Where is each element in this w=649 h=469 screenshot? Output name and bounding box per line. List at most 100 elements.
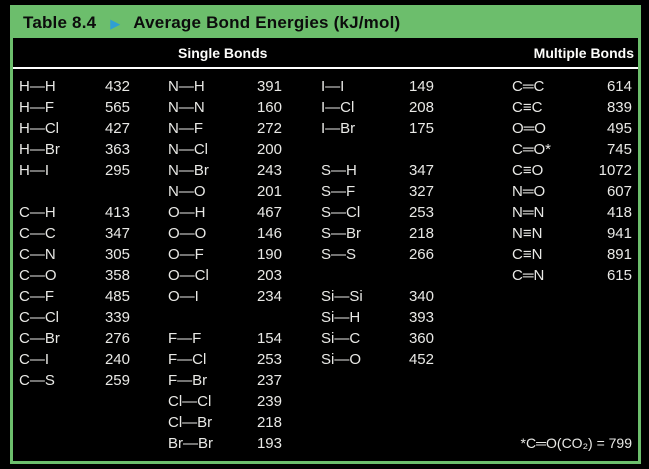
value-cell: 745 <box>606 141 632 158</box>
value-cell: 1072 <box>598 162 632 179</box>
value-cell: 495 <box>606 120 632 137</box>
value-cell <box>574 307 632 328</box>
bond-cell: I—Cl <box>321 99 355 116</box>
bond-cell <box>434 412 574 433</box>
value-cell: 243 <box>256 162 282 179</box>
bond-cell: N═O <box>512 183 546 200</box>
bond-cell <box>434 370 574 391</box>
table-content: Single Bonds Multiple Bonds H—H 432 N—H 391… <box>13 38 638 461</box>
multiple-bonds-label: Multiple Bonds <box>533 45 634 61</box>
bond-cell <box>282 412 396 433</box>
bond-cell <box>13 391 94 412</box>
bond-cell: O—F <box>168 246 204 263</box>
table-frame: Table 8.4 ▶ Average Bond Energies (kJ/mo… <box>10 5 641 464</box>
value-cell <box>574 391 632 412</box>
value-cell: 218 <box>256 414 282 431</box>
bond-cell: Cl—Cl <box>168 393 212 410</box>
value-cell: 391 <box>256 78 282 95</box>
value-cell: 393 <box>408 309 434 326</box>
value-cell <box>574 349 632 370</box>
value-cell: 208 <box>408 99 434 116</box>
bond-cell: S—Br <box>321 225 362 242</box>
arrow-right-icon: ▶ <box>110 15 121 31</box>
value-cell <box>244 307 282 328</box>
bond-cell <box>130 307 244 328</box>
value-cell: 615 <box>606 267 632 284</box>
value-cell: 240 <box>104 351 130 368</box>
section-header-row: Single Bonds Multiple Bonds <box>13 38 638 67</box>
table-number-label: Table 8.4 <box>23 13 97 32</box>
value-cell: 193 <box>256 435 282 452</box>
value-cell <box>94 433 130 454</box>
bond-cell: O—H <box>168 204 206 221</box>
table-title-bar: Table 8.4 ▶ Average Bond Energies (kJ/mo… <box>13 8 638 38</box>
bond-cell: C═N <box>512 267 545 284</box>
bond-energy-table: H—H 432 N—H 391 I—I 149 C═C 614 H—F 565 N—N 160 I—Cl… <box>13 76 638 454</box>
bond-cell <box>434 349 574 370</box>
bond-cell: Br—Br <box>168 435 213 452</box>
value-cell: 839 <box>606 99 632 116</box>
value-cell: 272 <box>256 120 282 137</box>
bond-cell: N—F <box>168 120 203 137</box>
value-cell: 146 <box>256 225 282 242</box>
value-cell <box>396 412 434 433</box>
bond-cell <box>434 286 574 307</box>
value-cell: 607 <box>606 183 632 200</box>
value-cell: 413 <box>104 204 130 221</box>
bond-cell: C═C <box>512 78 545 95</box>
bond-cell: C—F <box>19 288 54 305</box>
value-cell: 305 <box>104 246 130 263</box>
bond-cell: I—I <box>321 78 345 95</box>
value-cell <box>396 370 434 391</box>
bond-cell: O═O <box>512 120 546 137</box>
value-cell: 485 <box>104 288 130 305</box>
bond-cell: O—I <box>168 288 199 305</box>
bond-cell: S—Cl <box>321 204 361 221</box>
value-cell: 253 <box>256 351 282 368</box>
value-cell: 363 <box>104 141 130 158</box>
bond-cell: O—O <box>168 225 207 242</box>
value-cell <box>94 412 130 433</box>
value-cell: 941 <box>606 225 632 242</box>
bond-cell <box>434 307 574 328</box>
bond-cell: C═O* <box>512 141 551 158</box>
bond-cell: C—I <box>19 351 49 368</box>
bond-cell: S—H <box>321 162 357 179</box>
value-cell: 418 <box>606 204 632 221</box>
bond-cell: N—Br <box>168 162 209 179</box>
page-title: Average Bond Energies (kJ/mol) <box>133 13 401 32</box>
bond-cell: C≡O <box>512 162 544 179</box>
value-cell: 358 <box>104 267 130 284</box>
bond-cell: Si—C <box>321 330 361 347</box>
bond-cell: C—Br <box>19 330 60 347</box>
value-cell: 201 <box>256 183 282 200</box>
bond-cell: C—Cl <box>19 309 59 326</box>
bond-cell: N—H <box>168 78 205 95</box>
value-cell: 467 <box>256 204 282 221</box>
value-cell: 154 <box>256 330 282 347</box>
footnote: *C═O(CO₂) = 799 <box>520 435 632 451</box>
bond-cell <box>282 370 396 391</box>
bond-cell: C—O <box>19 267 57 284</box>
value-cell: 347 <box>104 225 130 242</box>
value-cell: 239 <box>256 393 282 410</box>
value-cell: 266 <box>408 246 434 263</box>
header-divider <box>13 67 638 69</box>
value-cell: 891 <box>606 246 632 263</box>
bond-cell: O—Cl <box>168 267 209 284</box>
bond-cell: C—H <box>19 204 56 221</box>
bond-cell <box>434 328 574 349</box>
value-cell: 347 <box>408 162 434 179</box>
bond-cell <box>282 391 396 412</box>
value-cell: 149 <box>408 78 434 95</box>
value-cell: 432 <box>104 78 130 95</box>
bond-cell: C≡N <box>512 246 543 263</box>
value-cell: 175 <box>408 120 434 137</box>
bond-cell: I—Br <box>321 120 356 137</box>
single-bonds-label: Single Bonds <box>178 45 268 61</box>
value-cell: 339 <box>104 309 130 326</box>
value-cell <box>574 328 632 349</box>
bond-cell: H—F <box>19 99 54 116</box>
bond-cell: C—N <box>19 246 56 263</box>
value-cell: 234 <box>256 288 282 305</box>
